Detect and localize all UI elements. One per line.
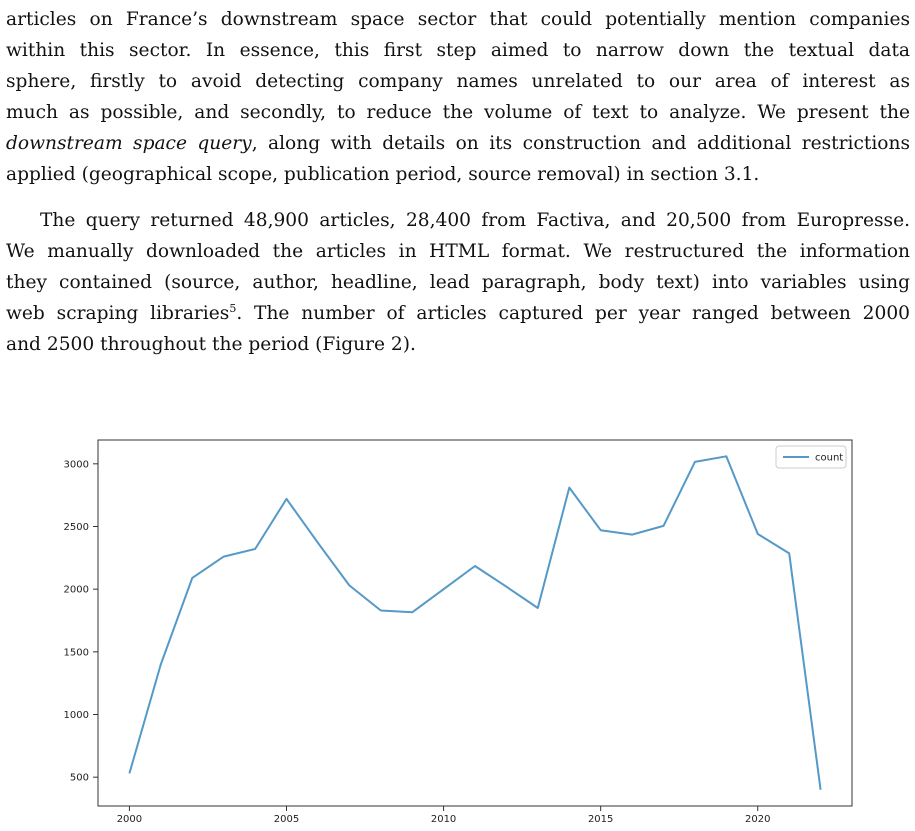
x-tick-label: 2010	[431, 814, 456, 825]
plot-frame	[97, 439, 853, 807]
line-chart: 2000 2005 2010 2015 2020 500 1000 1500 2000 2500 3…	[0, 428, 915, 831]
chart-svg: 2000 2005 2010 2015 2020 500 1000 1500 2000 2500 3…	[64, 439, 853, 825]
text-line: applied (geographical scope, publication…	[6, 164, 760, 185]
y-tick-label: 2500	[64, 522, 89, 533]
paragraph-2: The query returned 48,900 articles, 28,4…	[6, 205, 910, 360]
x-tick-label: 2020	[745, 814, 770, 825]
text-line: We manually downloaded the articles in H…	[6, 241, 910, 262]
x-tick-label: 2000	[117, 814, 142, 825]
x-tick-label: 2005	[274, 814, 299, 825]
text-line: within this sector. In essence, this fir…	[6, 40, 910, 61]
text-line: downstream space query, along with detai…	[6, 128, 910, 159]
text-line: articles on France’s downstream space se…	[6, 9, 910, 30]
legend-box	[775, 445, 847, 469]
x-tick-label: 2015	[588, 814, 613, 825]
y-tick-label: 1500	[64, 647, 89, 658]
paragraph-1: articles on France’s downstream space se…	[6, 4, 910, 190]
y-tick-label: 500	[70, 773, 89, 784]
legend-label: count	[815, 453, 843, 464]
text-line: they contained (source, author, headline…	[6, 272, 910, 293]
query-name: downstream space query	[6, 133, 252, 154]
text-line: and 2500 throughout the period (Figure 2…	[6, 334, 416, 355]
text-line: web scraping libraries5. The number of a…	[6, 298, 910, 329]
series-line-count	[128, 455, 822, 790]
body-text: articles on France’s downstream space se…	[6, 4, 910, 360]
text-span: , along with details on its construction…	[251, 133, 911, 154]
y-tick-label: 2000	[64, 585, 89, 596]
text-span: web scraping libraries	[6, 303, 230, 324]
text-line: The query returned 48,900 articles, 28,4…	[40, 210, 910, 231]
text-line: much as possible, and secondly, to reduc…	[6, 102, 910, 123]
text-line: sphere, firstly to avoid detecting compa…	[6, 71, 910, 92]
y-tick-label: 3000	[64, 459, 89, 470]
y-tick-label: 1000	[64, 710, 89, 721]
text-span: . The number of articles captured per ye…	[236, 303, 911, 324]
footnote-marker[interactable]: 5	[229, 301, 237, 315]
